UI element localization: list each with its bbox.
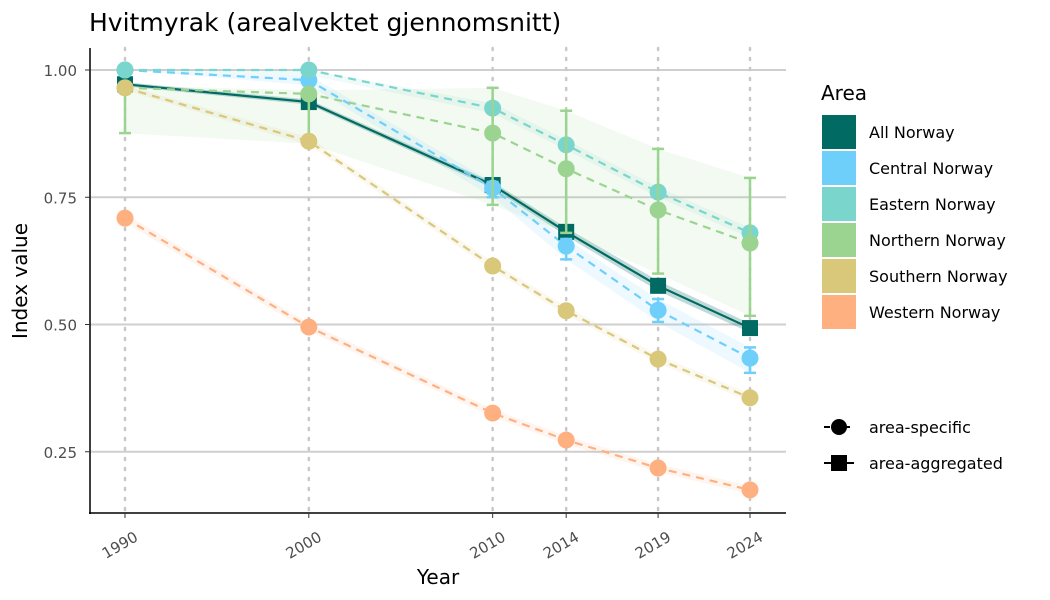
- data-point: [557, 431, 575, 449]
- legend-label: Western Norway: [869, 303, 1000, 322]
- data-point: [116, 79, 134, 97]
- x-tick-label: 1990: [99, 528, 141, 563]
- legend-key: [822, 259, 856, 293]
- data-point: [649, 459, 667, 477]
- data-point: [649, 201, 667, 219]
- x-axis-label: Year: [416, 565, 460, 589]
- data-point: [649, 301, 667, 319]
- y-tick-label: 0.50: [44, 317, 77, 335]
- data-point: [741, 481, 759, 499]
- x-tick-label: 2019: [632, 528, 674, 563]
- series-line-western-norway: [124, 217, 751, 491]
- y-tick-label: 1.00: [44, 62, 77, 80]
- legend-label: Central Norway: [869, 159, 993, 178]
- data-point: [300, 318, 318, 336]
- x-tick-label: 2010: [467, 528, 509, 563]
- series-line-eastern-norway: [125, 68, 751, 234]
- data-point: [300, 132, 318, 150]
- legend-key: [822, 295, 856, 329]
- data-point: [557, 160, 575, 178]
- legend-key: [822, 115, 856, 149]
- data-point: [484, 404, 502, 422]
- ribbon-northern-norway: [125, 85, 750, 316]
- x-tick-label: 2014: [540, 528, 582, 563]
- data-point-square: [650, 277, 667, 294]
- series-line-southern-norway: [124, 86, 751, 399]
- data-point: [649, 350, 667, 368]
- data-point: [300, 85, 318, 103]
- legend-key: [822, 187, 856, 221]
- legend-shape-label: area-aggregated: [869, 454, 1003, 473]
- legend-label: Southern Norway: [869, 267, 1008, 286]
- y-tick-label: 0.25: [44, 444, 77, 462]
- data-point: [116, 61, 134, 79]
- legend-square-icon: [831, 455, 847, 471]
- legend-circle-icon: [831, 419, 847, 435]
- legend-key: [822, 223, 856, 257]
- data-point: [557, 237, 575, 255]
- data-point-square: [742, 320, 758, 337]
- data-point: [300, 61, 318, 79]
- data-point: [484, 257, 502, 275]
- x-tick-label: 2024: [724, 528, 766, 563]
- legend-label: Eastern Norway: [869, 195, 996, 214]
- data-point: [484, 124, 502, 142]
- chart-title: Hvitmyrak (arealvektet gjennomsnitt): [89, 8, 561, 37]
- data-point: [557, 302, 575, 320]
- series-line-northern-norway: [124, 86, 751, 245]
- legend-label: All Norway: [869, 123, 955, 142]
- legend-title: Area: [821, 81, 867, 105]
- ribbon-southern-norway: [125, 85, 750, 402]
- y-tick-label: 0.75: [44, 189, 77, 207]
- series-line-all-norway: [124, 83, 751, 330]
- legend-key: [822, 151, 856, 185]
- x-tick-label: 2000: [283, 528, 325, 563]
- data-point: [116, 209, 134, 227]
- data-point: [741, 234, 759, 252]
- legend-label: Northern Norway: [869, 231, 1006, 250]
- data-point: [741, 389, 759, 407]
- y-axis-label: Index value: [8, 223, 32, 339]
- data-point: [741, 349, 759, 367]
- legend-shape-label: area-specific: [869, 418, 971, 437]
- series-line-central-norway: [124, 68, 751, 360]
